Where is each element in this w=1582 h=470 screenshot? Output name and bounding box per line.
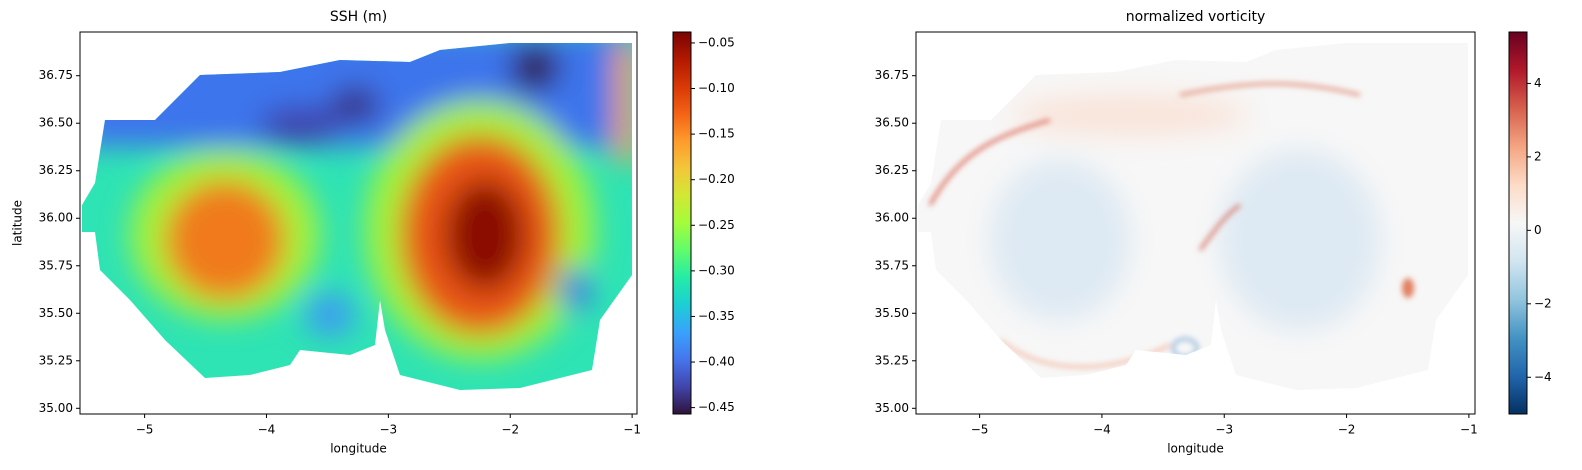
field-image xyxy=(918,43,1468,390)
y-tick-label: 35.75 xyxy=(875,258,909,272)
colorbar-tick-label: 2 xyxy=(1534,149,1542,163)
y-tick-label: 36.50 xyxy=(39,116,73,130)
x-tick-label: −3 xyxy=(1215,423,1233,437)
x-tick-label: −5 xyxy=(971,423,989,437)
colorbar-tick-label: −0.25 xyxy=(698,218,735,232)
x-tick-label: −3 xyxy=(380,423,398,437)
x-tick-label: −2 xyxy=(501,423,519,437)
y-tick-label: 35.50 xyxy=(39,306,73,320)
y-tick-label: 36.25 xyxy=(39,163,73,177)
colorbar-tick-label: −0.05 xyxy=(698,35,735,49)
x-tick-label: −1 xyxy=(1460,423,1478,437)
colorbar-tick-label: −0.10 xyxy=(698,81,735,95)
colorbar-tick-label: −0.20 xyxy=(698,172,735,186)
x-tick-label: −5 xyxy=(136,423,154,437)
plot-frame xyxy=(79,31,638,415)
chart-title: SSH (m) xyxy=(330,9,387,25)
chart-title: normalized vorticity xyxy=(1126,9,1266,25)
colorbar xyxy=(1508,31,1528,415)
y-tick-label: 36.50 xyxy=(875,116,909,130)
plot-frame xyxy=(915,31,1476,415)
colorbar-tick-label: −0.45 xyxy=(698,400,735,414)
colorbar-tick-label: −0.30 xyxy=(698,263,735,277)
colorbar-tick-label: −4 xyxy=(1534,370,1552,384)
y-axis-label: latitude xyxy=(11,200,25,246)
x-axis-label: longitude xyxy=(330,442,387,456)
x-tick-label: −4 xyxy=(258,423,276,437)
x-tick-label: −2 xyxy=(1338,423,1356,437)
field-image xyxy=(82,43,632,390)
y-tick-label: 35.00 xyxy=(875,401,909,415)
colorbar-tick-label: −2 xyxy=(1534,296,1552,310)
y-tick-label: 35.75 xyxy=(39,258,73,272)
colorbar-tick-label: −0.40 xyxy=(698,355,735,369)
colorbar-tick-label: 0 xyxy=(1534,223,1542,237)
y-tick-label: 36.00 xyxy=(875,211,909,225)
colorbar-tick-label: 4 xyxy=(1534,76,1542,90)
y-tick-label: 35.25 xyxy=(39,353,73,367)
colorbar xyxy=(672,31,692,415)
y-tick-label: 35.50 xyxy=(875,306,909,320)
y-tick-label: 35.00 xyxy=(39,401,73,415)
y-tick-label: 36.00 xyxy=(39,211,73,225)
y-tick-label: 36.75 xyxy=(875,68,909,82)
colorbar-tick-label: −0.35 xyxy=(698,309,735,323)
x-axis-label: longitude xyxy=(1167,442,1224,456)
x-tick-label: −4 xyxy=(1093,423,1111,437)
x-tick-label: −1 xyxy=(623,423,641,437)
y-tick-label: 36.25 xyxy=(875,163,909,177)
colorbar-tick-label: −0.15 xyxy=(698,127,735,141)
y-tick-label: 35.25 xyxy=(875,353,909,367)
y-tick-label: 36.75 xyxy=(39,68,73,82)
